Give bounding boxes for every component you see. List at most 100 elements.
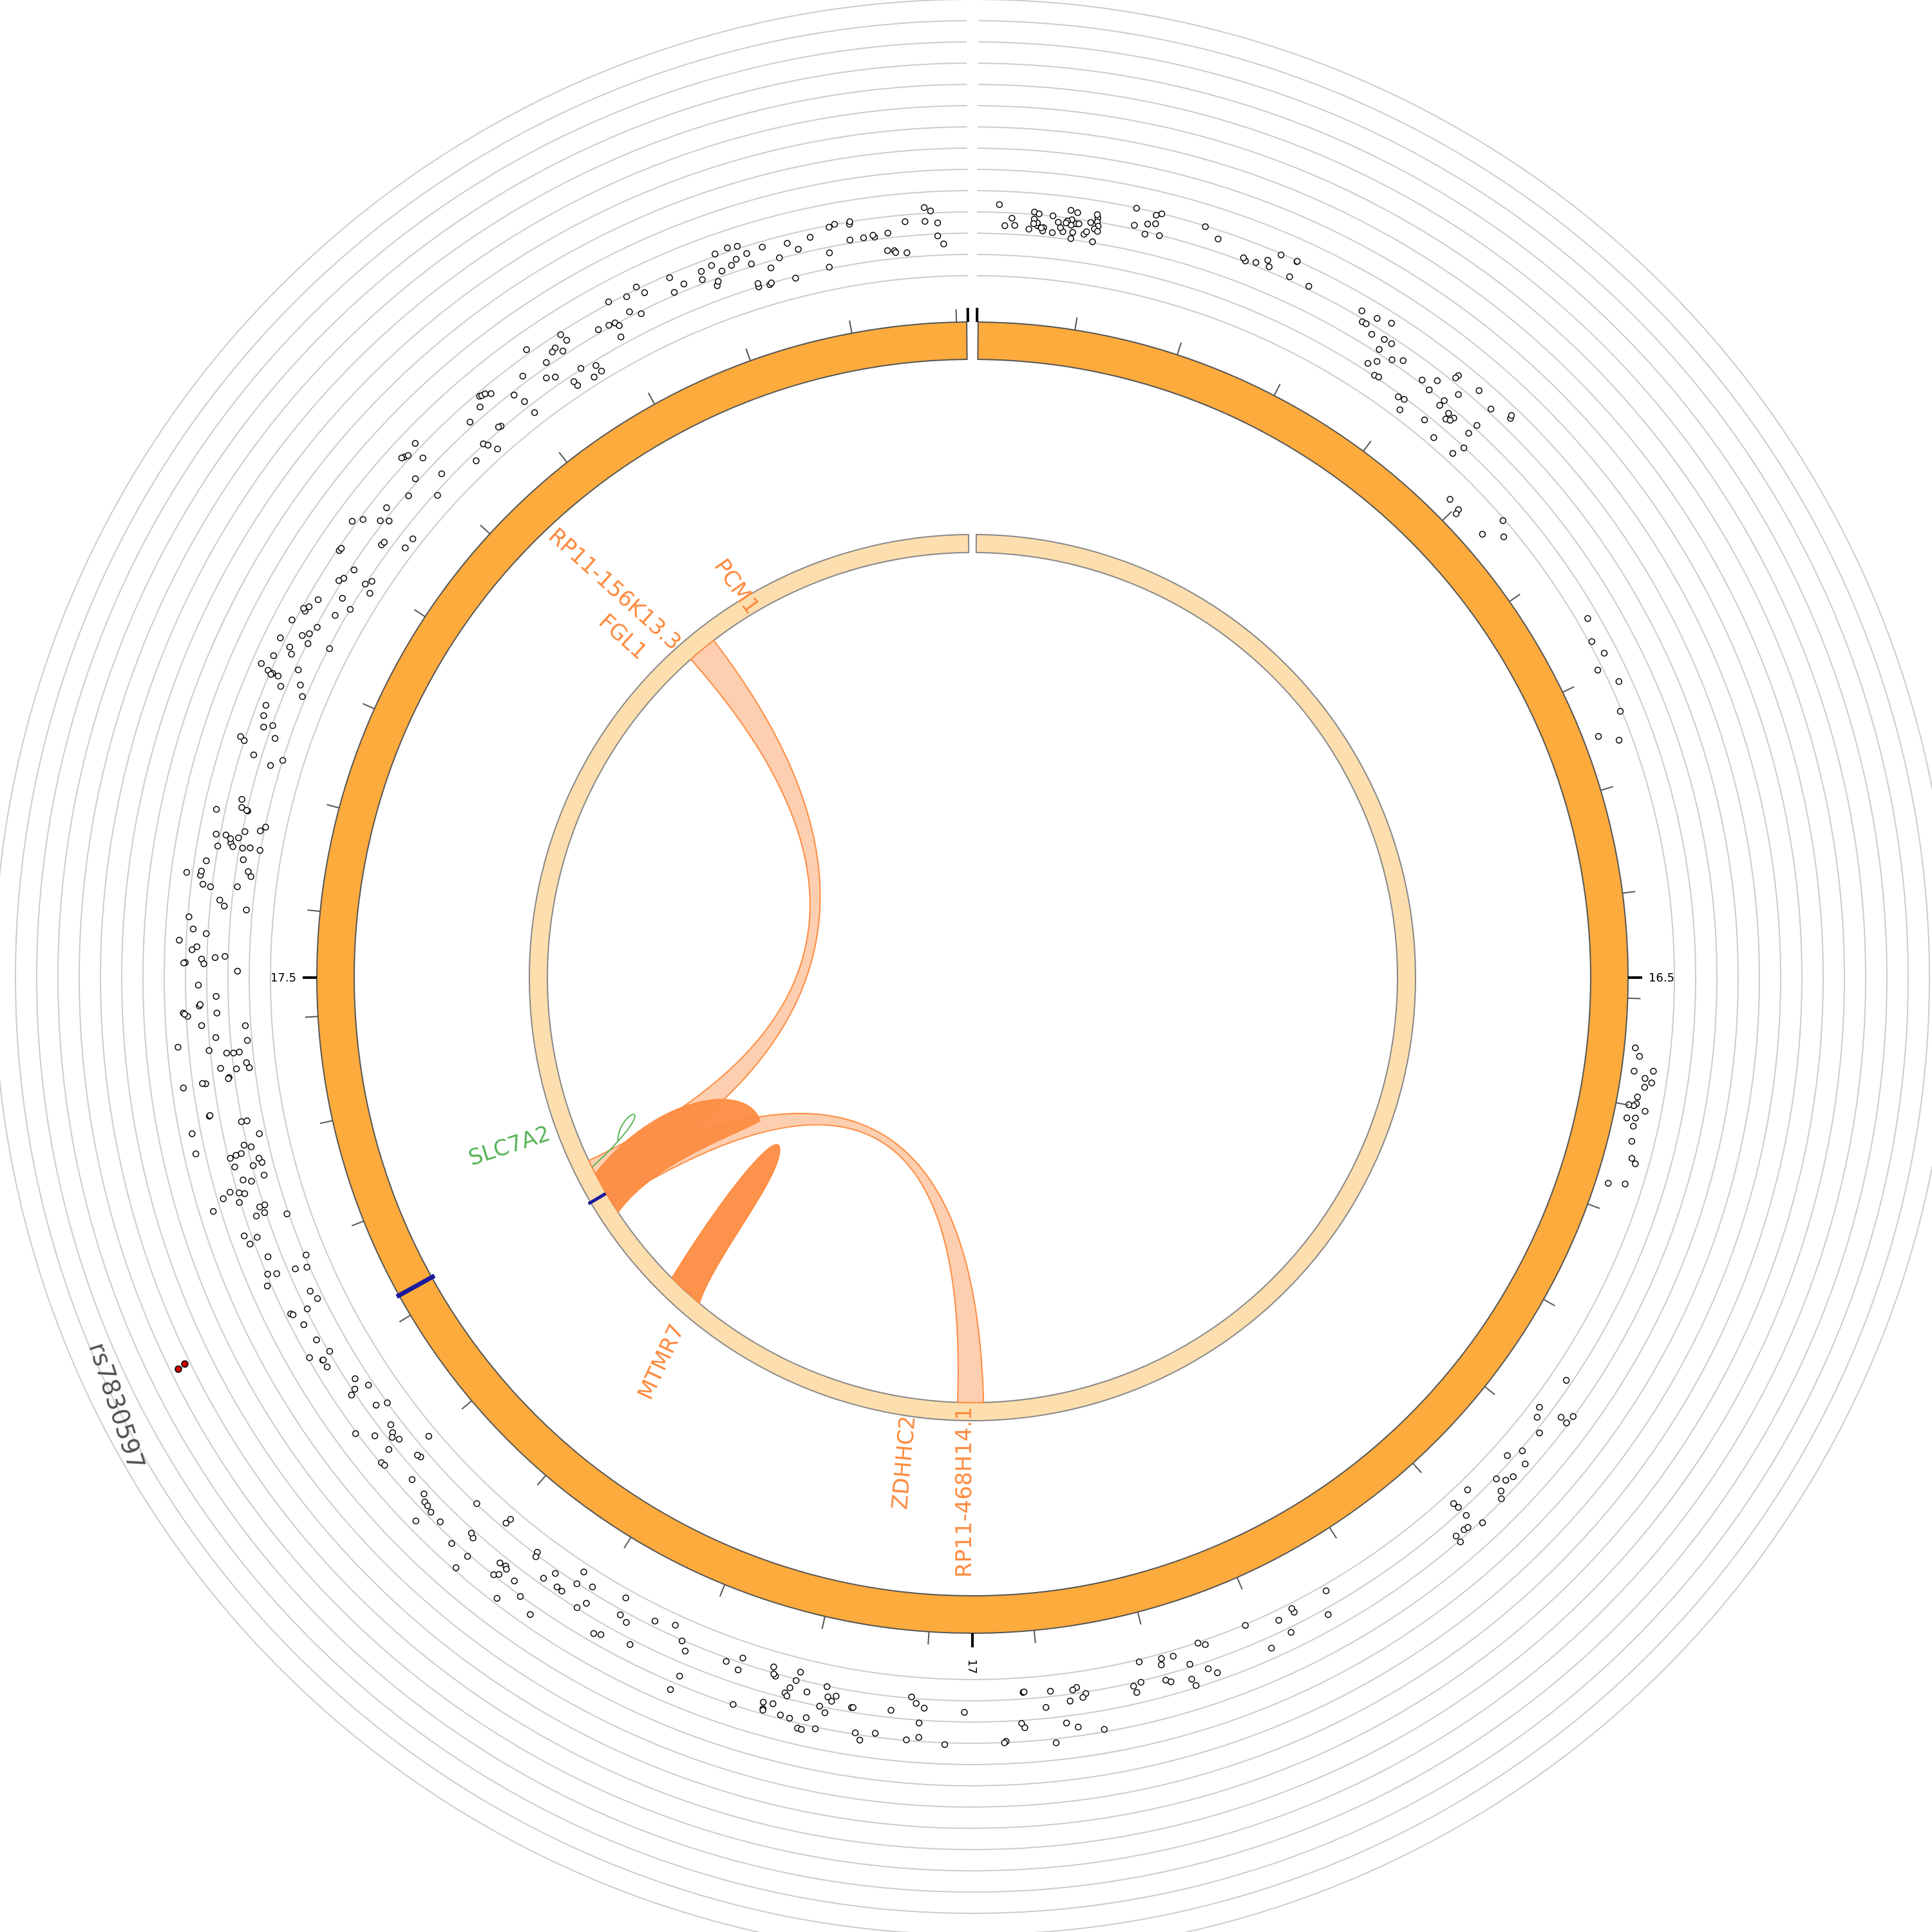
scatter-point bbox=[1042, 1704, 1050, 1711]
scatter-point bbox=[1153, 211, 1160, 219]
scatter-point bbox=[681, 1647, 689, 1655]
scatter-point bbox=[605, 321, 612, 329]
grid-circle bbox=[142, 147, 1803, 1808]
scatter-point bbox=[531, 409, 538, 416]
scatter-point bbox=[672, 1622, 679, 1629]
scatter-point bbox=[511, 392, 518, 399]
scatter-point bbox=[1615, 678, 1623, 685]
scatter-point bbox=[922, 218, 929, 225]
scatter-point bbox=[1009, 214, 1016, 222]
scatter-point bbox=[589, 1583, 596, 1591]
scatter-point bbox=[243, 1059, 251, 1066]
minor-tick bbox=[305, 1016, 318, 1018]
minor-tick bbox=[1412, 1463, 1422, 1473]
scatter-point bbox=[1141, 231, 1149, 238]
scatter-point bbox=[1648, 1079, 1655, 1086]
scatter-point bbox=[724, 244, 731, 252]
scatter-point bbox=[292, 1265, 299, 1273]
scatter-point bbox=[734, 1666, 742, 1674]
scatter-point bbox=[412, 475, 419, 482]
scatter-point bbox=[213, 831, 220, 838]
scatter-point bbox=[1446, 417, 1454, 424]
scatter-point bbox=[1641, 1084, 1649, 1091]
scatter-point bbox=[1519, 1447, 1526, 1455]
scatter-point bbox=[269, 722, 276, 729]
gene-ring-band bbox=[529, 534, 1416, 1421]
scatter-point bbox=[1075, 220, 1083, 227]
scatter-point bbox=[590, 1630, 598, 1637]
scatter-point bbox=[1600, 650, 1608, 657]
scatter-point bbox=[1616, 708, 1624, 715]
scatter-point bbox=[759, 243, 766, 251]
scatter-point bbox=[783, 1692, 791, 1700]
scatter-point bbox=[1133, 205, 1141, 212]
scatter-point bbox=[699, 276, 706, 283]
scatter-point bbox=[1533, 1414, 1541, 1421]
minor-tick bbox=[1543, 1298, 1555, 1307]
scatter-point bbox=[240, 856, 247, 864]
scatter-point bbox=[908, 1693, 915, 1701]
scatter-point bbox=[527, 1611, 534, 1618]
ideogram-ring bbox=[316, 321, 1629, 1634]
scatter-point bbox=[203, 857, 210, 864]
scatter-point bbox=[1452, 1532, 1460, 1540]
scatter-point bbox=[241, 1190, 249, 1197]
scatter-point bbox=[466, 419, 474, 426]
scatter-point bbox=[1636, 1053, 1643, 1060]
scatter-point bbox=[869, 232, 876, 239]
scatter-point bbox=[826, 249, 833, 256]
minor-tick bbox=[480, 524, 491, 535]
scatter-point bbox=[811, 1725, 819, 1732]
scatter-point bbox=[1399, 357, 1407, 365]
scatter-point bbox=[730, 1701, 737, 1708]
scatter-point bbox=[1584, 615, 1591, 622]
scatter-point bbox=[209, 1208, 217, 1215]
scatter-point bbox=[1419, 376, 1426, 384]
scatter-point bbox=[697, 268, 705, 275]
scatter-point bbox=[232, 1065, 240, 1072]
scatter-point bbox=[826, 263, 833, 271]
scatter-point bbox=[626, 308, 633, 316]
scatter-point bbox=[1011, 222, 1018, 229]
scatter-point bbox=[1500, 533, 1508, 540]
scatter-point bbox=[1264, 256, 1271, 264]
snp-markers bbox=[175, 1360, 189, 1373]
scatter-point bbox=[234, 967, 242, 975]
scatter-point bbox=[792, 1677, 800, 1684]
scatter-point bbox=[274, 672, 282, 680]
minor-tick bbox=[1622, 891, 1636, 894]
scatter-point bbox=[1457, 1538, 1464, 1546]
scatter-point bbox=[1066, 1698, 1074, 1705]
scatter-point bbox=[236, 1048, 243, 1056]
minor-tick bbox=[1273, 383, 1281, 396]
scatter-point bbox=[1048, 229, 1056, 236]
scatter-point bbox=[261, 1209, 269, 1217]
minor-tick bbox=[327, 804, 339, 809]
scatter-point bbox=[1381, 336, 1388, 343]
scatter-point bbox=[1294, 258, 1301, 265]
minor-tick bbox=[413, 609, 426, 618]
scatter-point bbox=[816, 1703, 823, 1710]
scatter-point bbox=[452, 1564, 460, 1571]
scatter-point bbox=[1374, 315, 1381, 322]
scatter-point bbox=[632, 283, 640, 290]
scatter-point bbox=[181, 1010, 188, 1018]
grid-circle bbox=[227, 232, 1718, 1723]
scatter-point bbox=[1536, 1429, 1543, 1437]
scatter-point bbox=[1063, 219, 1070, 227]
scatter-point bbox=[1388, 340, 1396, 347]
scatter-point bbox=[256, 847, 264, 854]
scatter-point bbox=[846, 218, 853, 225]
scatter-point bbox=[940, 240, 947, 248]
minor-tick bbox=[1562, 686, 1575, 693]
scatter-point bbox=[185, 913, 193, 920]
scatter-point bbox=[553, 1583, 561, 1591]
scatter-point bbox=[1632, 1114, 1639, 1122]
scatter-point bbox=[1563, 1419, 1570, 1426]
scatter-point bbox=[786, 1714, 793, 1722]
scatter-point bbox=[1158, 1661, 1165, 1669]
scatter-point bbox=[902, 218, 909, 225]
scatter-point bbox=[225, 1075, 232, 1083]
scatter-point bbox=[350, 566, 358, 574]
